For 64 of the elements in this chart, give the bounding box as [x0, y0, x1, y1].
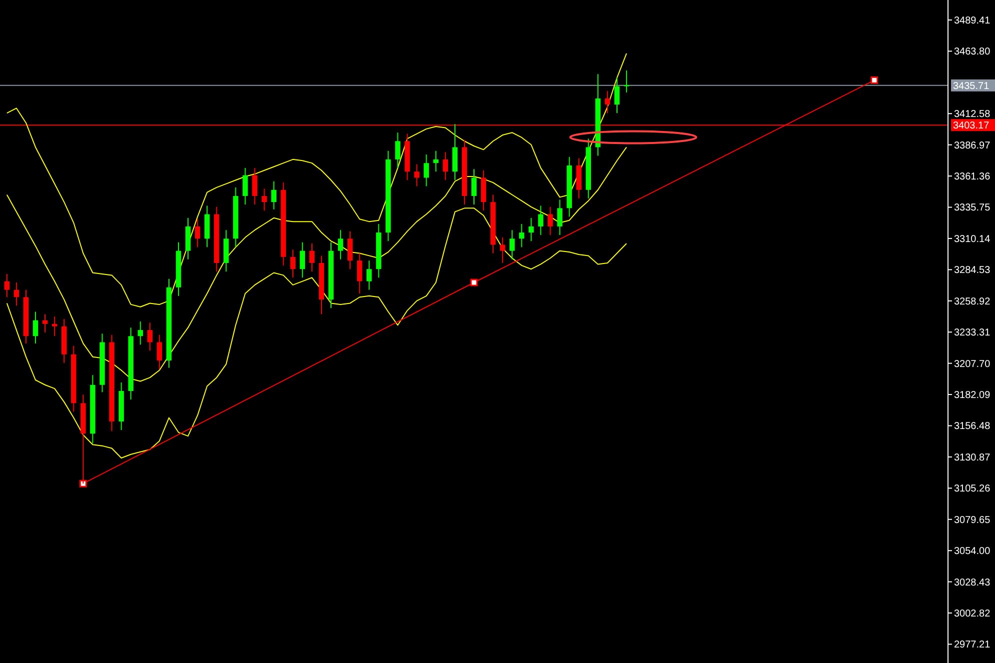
y-tick-label: 3335.75 [954, 202, 991, 214]
candlestick [395, 132, 400, 168]
candlestick [32, 311, 38, 344]
candlestick [338, 230, 344, 260]
y-tick-label: 3028.43 [954, 577, 991, 588]
candlestick [548, 206, 553, 236]
y-tick-label: 3156.48 [954, 421, 991, 432]
candlestick [528, 217, 534, 242]
y-tick-label: 3079.65 [954, 514, 991, 526]
y-tick-label: 3258.92 [954, 296, 991, 308]
candlestick [500, 236, 506, 264]
candlestick [471, 168, 477, 206]
candlestick [356, 252, 362, 294]
point [79, 480, 87, 488]
candlestick [138, 321, 143, 346]
candlestick [519, 224, 524, 248]
y-tick-label: 2977.21 [954, 640, 991, 651]
candlestick [347, 230, 353, 270]
candlestick [614, 77, 620, 114]
y-tick-label: 3361.36 [954, 172, 991, 183]
line-series [6, 208, 628, 459]
candlestick [156, 334, 162, 370]
candlestick [604, 90, 610, 114]
candlestick [252, 167, 258, 206]
y-tick-label: 3130.87 [954, 452, 991, 464]
y-tick-label: 3284.53 [954, 265, 991, 276]
candlestick [290, 249, 296, 278]
candlestick [147, 322, 153, 352]
candlestick [14, 282, 20, 306]
candlestick [510, 230, 515, 260]
ref-line-label: 3403.17 [953, 120, 990, 132]
candlestick [242, 167, 248, 206]
candlestick [557, 199, 562, 236]
ref-line-label: 3435.71 [953, 80, 990, 92]
y-tick-label: 3412.58 [954, 109, 991, 120]
point [470, 278, 478, 286]
candlestick [42, 314, 48, 333]
candlestick [309, 243, 315, 272]
point [870, 76, 878, 84]
candlestick [262, 188, 267, 212]
y-tick-label: 3105.26 [954, 484, 991, 495]
candlestick [4, 273, 10, 298]
candlestick [52, 316, 58, 337]
candlestick [300, 242, 306, 278]
candlestick [271, 180, 276, 210]
candlestick [433, 150, 438, 172]
candlestick [194, 218, 200, 248]
candlestick [442, 152, 448, 181]
y-tick-label: 3182.09 [954, 390, 991, 402]
y-tick-label: 3310.14 [954, 234, 991, 245]
candlestick [624, 70, 630, 93]
y-tick-label: 3463.80 [954, 46, 991, 58]
candlestick [366, 260, 372, 290]
line-series [6, 146, 628, 382]
candlestick [538, 205, 544, 236]
line-series [6, 52, 628, 308]
y-tick-label: 3489.41 [954, 15, 991, 26]
candlestick [424, 154, 429, 187]
y-tick-label: 3386.97 [954, 140, 991, 152]
y-tick-label: 3233.31 [954, 328, 991, 339]
candlestick [414, 164, 420, 187]
y-tick-label: 3002.82 [954, 608, 991, 620]
y-tick-label: 3054.00 [954, 546, 991, 558]
y-tick-label: 3207.70 [954, 358, 991, 370]
